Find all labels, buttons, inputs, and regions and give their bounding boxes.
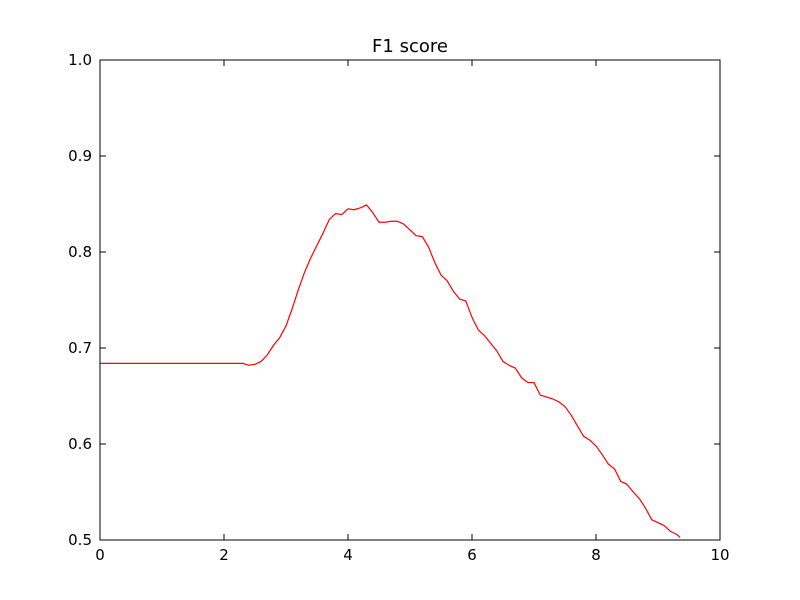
x-tick-label: 2 [219, 546, 229, 564]
ticks-layer: 0 2 4 6 8 10 0.5 0.6 0.7 0.8 0.9 1.0 [68, 51, 729, 564]
y-tick-label: 1.0 [68, 51, 92, 69]
chart-title: F1 score [372, 36, 448, 57]
f1-score-line [100, 204, 681, 538]
y-tick-label: 0.8 [68, 243, 92, 261]
x-tick-label: 4 [343, 546, 353, 564]
series-layer [100, 204, 681, 538]
y-tick-label: 0.5 [68, 531, 92, 549]
x-tick-label: 8 [591, 546, 601, 564]
plot-background [100, 60, 720, 540]
plot-frame [99, 59, 721, 541]
y-tick-label: 0.9 [68, 147, 92, 165]
y-tick-label: 0.7 [68, 339, 92, 357]
x-tick-label: 6 [467, 546, 477, 564]
plot-area [100, 60, 720, 540]
y-tick-label: 0.6 [68, 435, 92, 453]
x-tick-label: 10 [710, 546, 729, 564]
x-tick-label: 0 [95, 546, 105, 564]
